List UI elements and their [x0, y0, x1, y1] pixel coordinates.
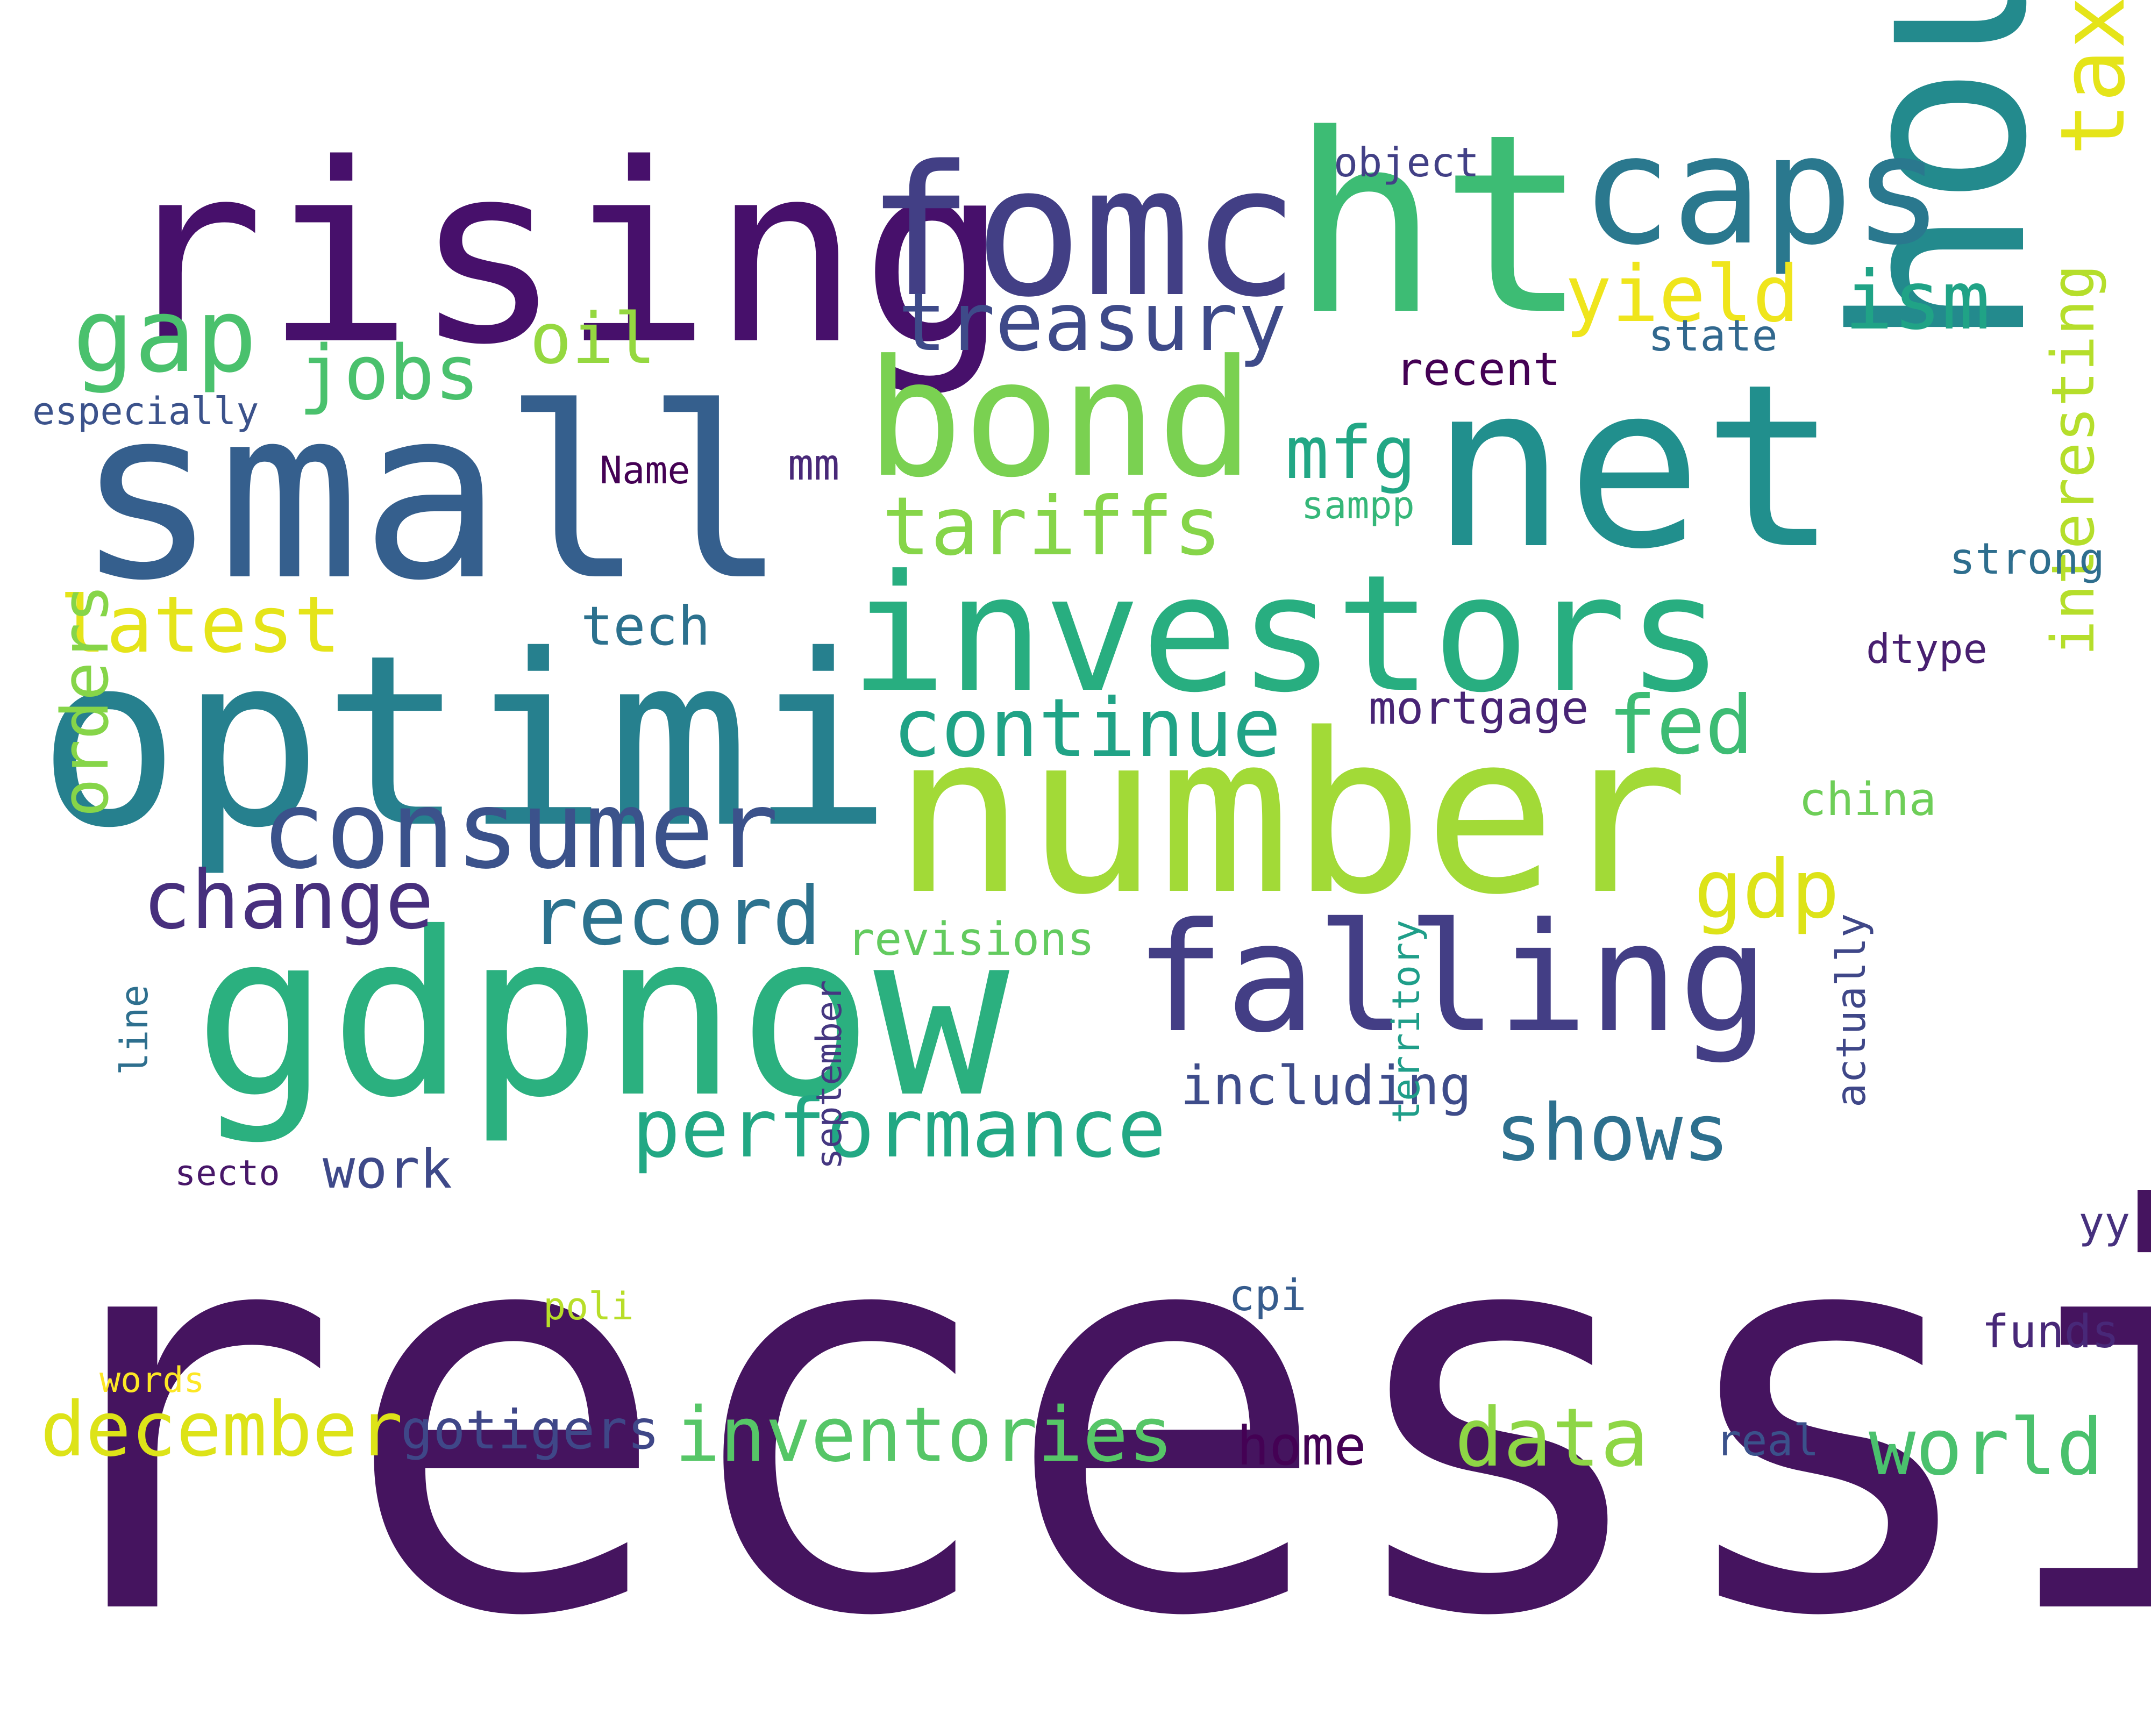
word-object: object	[1334, 139, 1479, 186]
word-cloud: recessionrisingsmalloptimigdpnownumberfo…	[11, 0, 2151, 1691]
word-real: real	[1715, 1416, 1819, 1466]
word-latest: latest	[59, 580, 341, 670]
word-revisions: revisions	[847, 913, 1095, 966]
word-treasury: treasury	[898, 276, 1287, 369]
word-jobs: jobs	[298, 330, 480, 417]
word-gdpnow: gdpnow	[194, 884, 1010, 1147]
word-world: world	[1869, 1402, 2104, 1493]
word-especially: especially	[32, 389, 259, 433]
word-consumer: consumer	[261, 768, 779, 893]
word-performance: performance	[632, 1082, 1166, 1176]
word-shows: shows	[1495, 1088, 1730, 1178]
word-gdp: gdp	[1694, 843, 1840, 937]
word-state: state	[1648, 311, 1778, 361]
word-including: including	[1180, 1054, 1472, 1117]
word-caps: caps	[1581, 103, 1944, 278]
word-cpi: cpi	[1229, 1270, 1307, 1320]
word-continue: continue	[893, 682, 1281, 775]
word-tax: tax	[2041, 0, 2145, 156]
word-sampp: sampp	[1301, 483, 1415, 527]
word-gotigers: gotigers	[401, 1398, 660, 1461]
word-home: home	[1237, 1414, 1366, 1477]
word-line: line	[112, 984, 156, 1075]
word-name: Name	[600, 448, 690, 492]
word-investors: investors	[850, 540, 1724, 728]
word-record: record	[530, 870, 821, 963]
word-gap: gap	[73, 276, 258, 395]
word-bond: bond	[866, 325, 1255, 513]
word-optimi: optimi	[38, 604, 893, 880]
word-rising: rising	[116, 111, 1009, 399]
word-inventories: inventories	[675, 1391, 1174, 1479]
word-ht: ht	[1291, 82, 1589, 369]
word-data: data	[1455, 1391, 1649, 1485]
word-fomc: fomc	[866, 127, 1300, 337]
word-mfg: mfg	[1285, 411, 1416, 495]
word-words: words	[99, 1360, 205, 1401]
word-oil: oil	[530, 298, 656, 380]
word-net: net	[1430, 336, 1839, 599]
word-recession: recession	[11, 1097, 2151, 1736]
word-recent: recent	[1395, 343, 1561, 396]
word-actually: actually	[1827, 913, 1875, 1108]
word-ism: ism	[1844, 254, 1990, 348]
word-china: china	[1799, 773, 1936, 826]
word-fed: fed	[1608, 679, 1754, 773]
word-mortgage: mortgage	[1369, 682, 1589, 735]
word-september: september	[809, 980, 850, 1169]
word-tariffs: tariffs	[882, 480, 1222, 574]
word-yield: yield	[1565, 249, 1800, 340]
word-orders: orders	[48, 584, 123, 817]
word-change: change	[143, 854, 434, 947]
word-poli: poli	[543, 1284, 634, 1328]
word-interesting: interesting	[2039, 264, 2107, 656]
word-number: number	[893, 686, 1690, 943]
word-secto: secto	[175, 1153, 280, 1194]
word-territory: territory	[1384, 919, 1428, 1124]
word-small: small	[75, 357, 788, 632]
word-yy: yy	[2078, 1198, 2131, 1248]
word-mm: mm	[788, 440, 840, 490]
word-tech: tech	[581, 595, 710, 658]
word-funds: funds	[1982, 1305, 2119, 1359]
word-work: work	[323, 1138, 452, 1201]
word-strong: strong	[1949, 534, 2105, 584]
word-dtype: dtype	[1866, 625, 1988, 673]
word-falling: falling	[1135, 891, 1770, 1066]
word-december: december	[40, 1386, 403, 1474]
